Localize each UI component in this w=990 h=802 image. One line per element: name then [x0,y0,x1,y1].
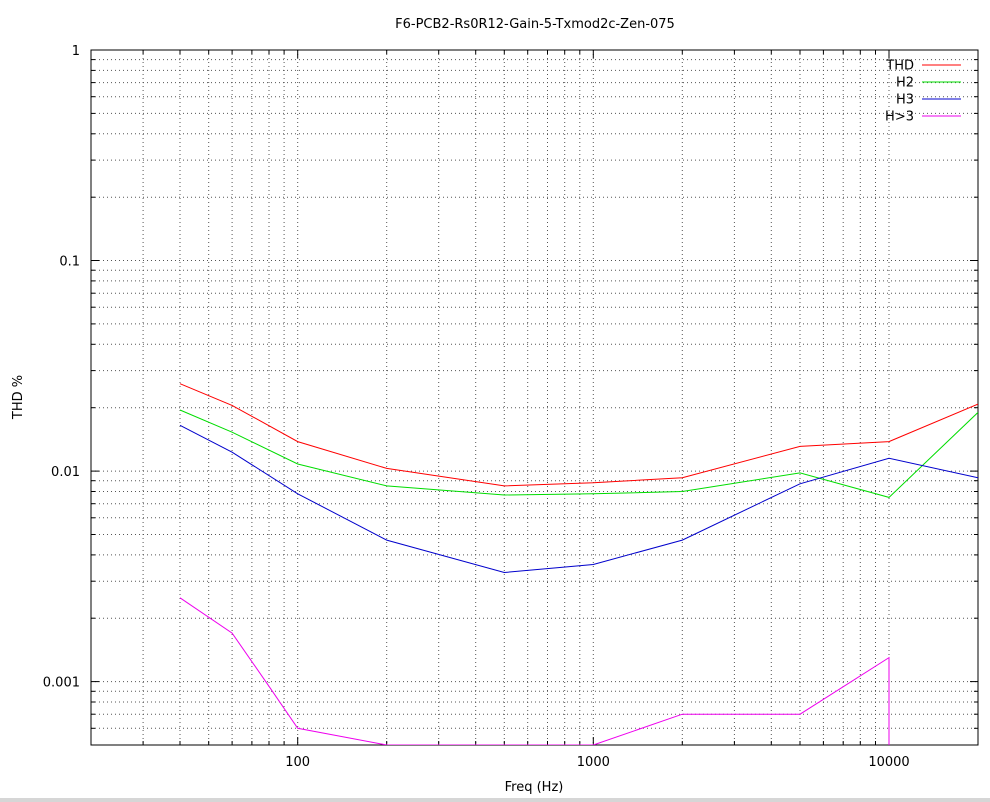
legend-label: H>3 [885,110,914,125]
legend-label: H2 [896,76,914,91]
series-line-h2 [179,409,978,498]
plot-frame [90,49,979,746]
axis-ticks [91,50,978,745]
bottom-border [0,798,990,802]
series-line-h-3 [179,597,890,745]
series-lines [179,383,978,745]
series-line-h3 [179,424,978,574]
x-tick-label: 10000 [868,755,909,770]
y-tick-label: 1 [72,44,80,59]
grid [91,50,978,745]
y-tick-label: 0.1 [59,255,80,270]
tick-labels: 100 1000 10000 0.001 0.01 0.1 1 [43,44,910,770]
y-tick-label: 0.001 [43,676,80,691]
y-axis-label: THD % [11,375,26,420]
legend: THD H2 H3 H>3 [885,59,961,125]
legend-label: H3 [896,93,914,108]
x-tick-label: 1000 [577,755,610,770]
x-tick-label: 100 [285,755,310,770]
x-axis-label: Freq (Hz) [505,780,564,795]
chart-title: F6-PCB2-Rs0R12-Gain-5-Txmod2c-Zen-075 [395,17,675,32]
y-tick-label: 0.01 [51,465,80,480]
series-line-thd [179,383,978,487]
legend-label: THD [885,59,914,74]
